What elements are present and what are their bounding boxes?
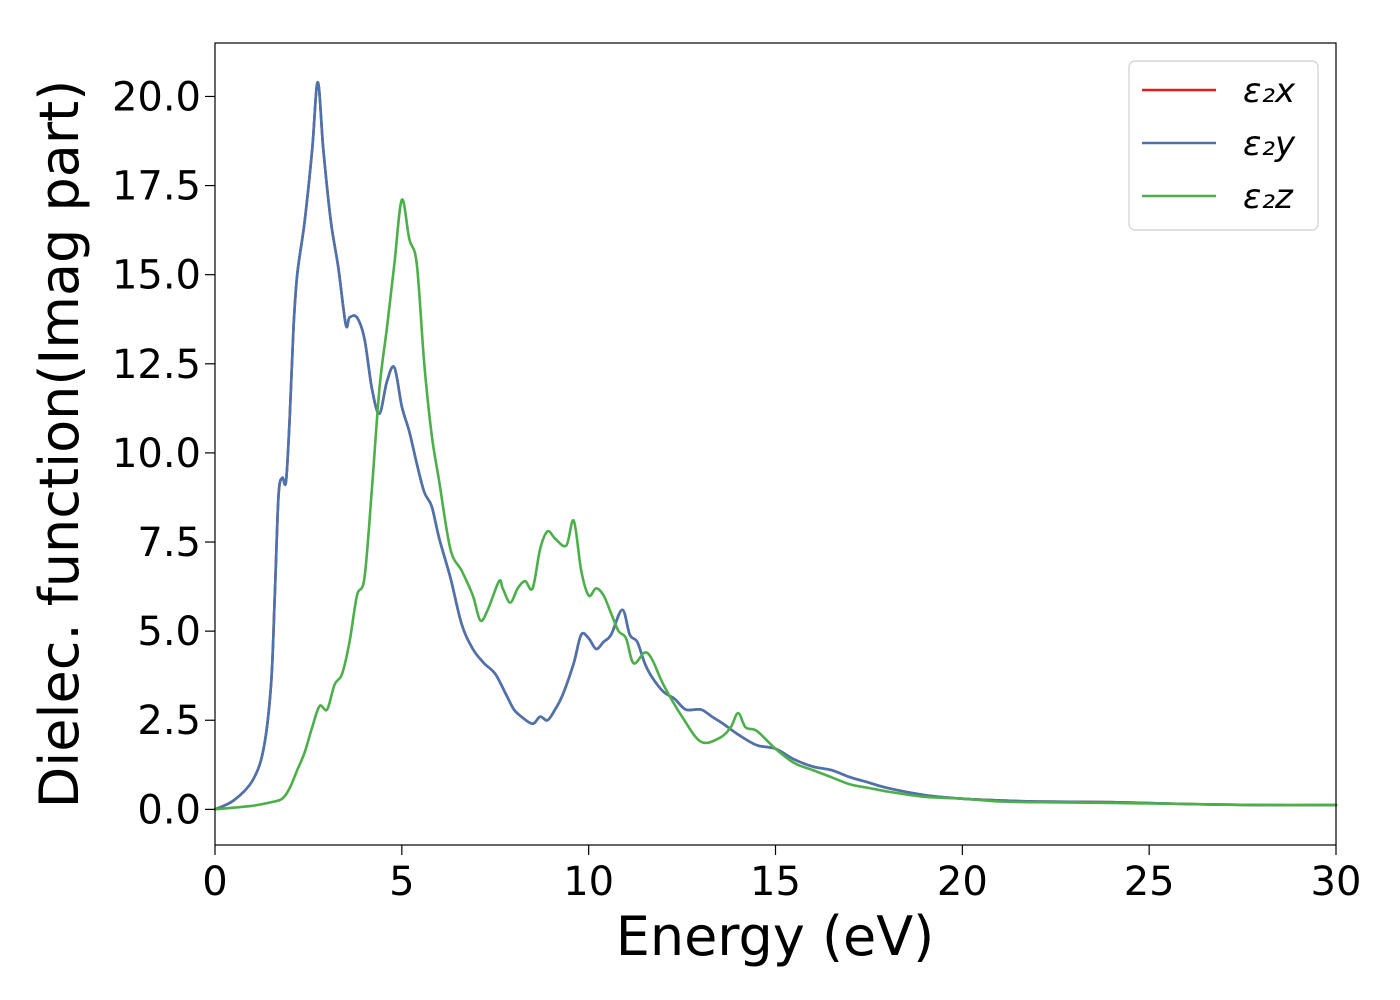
x-axis: 0 5 10 15 20 25 30	[202, 845, 1361, 905]
x-axis-title: Energy (eV)	[616, 905, 935, 968]
y-tick-label: 0.0	[137, 787, 201, 833]
legend: ε₂x ε₂y ε₂z	[1128, 60, 1319, 231]
y-tick-label: 7.5	[137, 520, 201, 566]
x-tick-label: 0	[202, 859, 227, 905]
legend-box	[1128, 60, 1319, 231]
y-tick-label: 12.5	[112, 342, 201, 388]
y-axis-title: Dielec. function(Imag part)	[28, 80, 91, 809]
legend-label-1: ε₂y	[1243, 124, 1296, 164]
y-tick-label: 10.0	[112, 431, 201, 477]
series-layer	[213, 80, 1338, 811]
legend-label-2: ε₂z	[1243, 177, 1294, 217]
y-tick-label: 5.0	[137, 609, 201, 655]
y-tick-label: 17.5	[112, 164, 201, 210]
y-tick-label: 2.5	[137, 698, 201, 744]
y-tick-label: 20.0	[112, 74, 201, 120]
y-axis: 0.0 2.5 5.0 7.5 10.0 12.5 15.0 17.5 20.0	[112, 74, 215, 833]
series-line-1	[213, 80, 1338, 811]
x-tick-label: 20	[937, 859, 988, 905]
x-tick-label: 25	[1124, 859, 1175, 905]
x-tick-label: 15	[750, 859, 801, 905]
x-tick-label: 5	[389, 859, 414, 905]
x-tick-label: 10	[563, 859, 614, 905]
y-tick-label: 15.0	[112, 253, 201, 299]
x-tick-label: 30	[1311, 859, 1362, 905]
legend-label-0: ε₂x	[1243, 71, 1296, 111]
series-line-2	[213, 198, 1338, 811]
